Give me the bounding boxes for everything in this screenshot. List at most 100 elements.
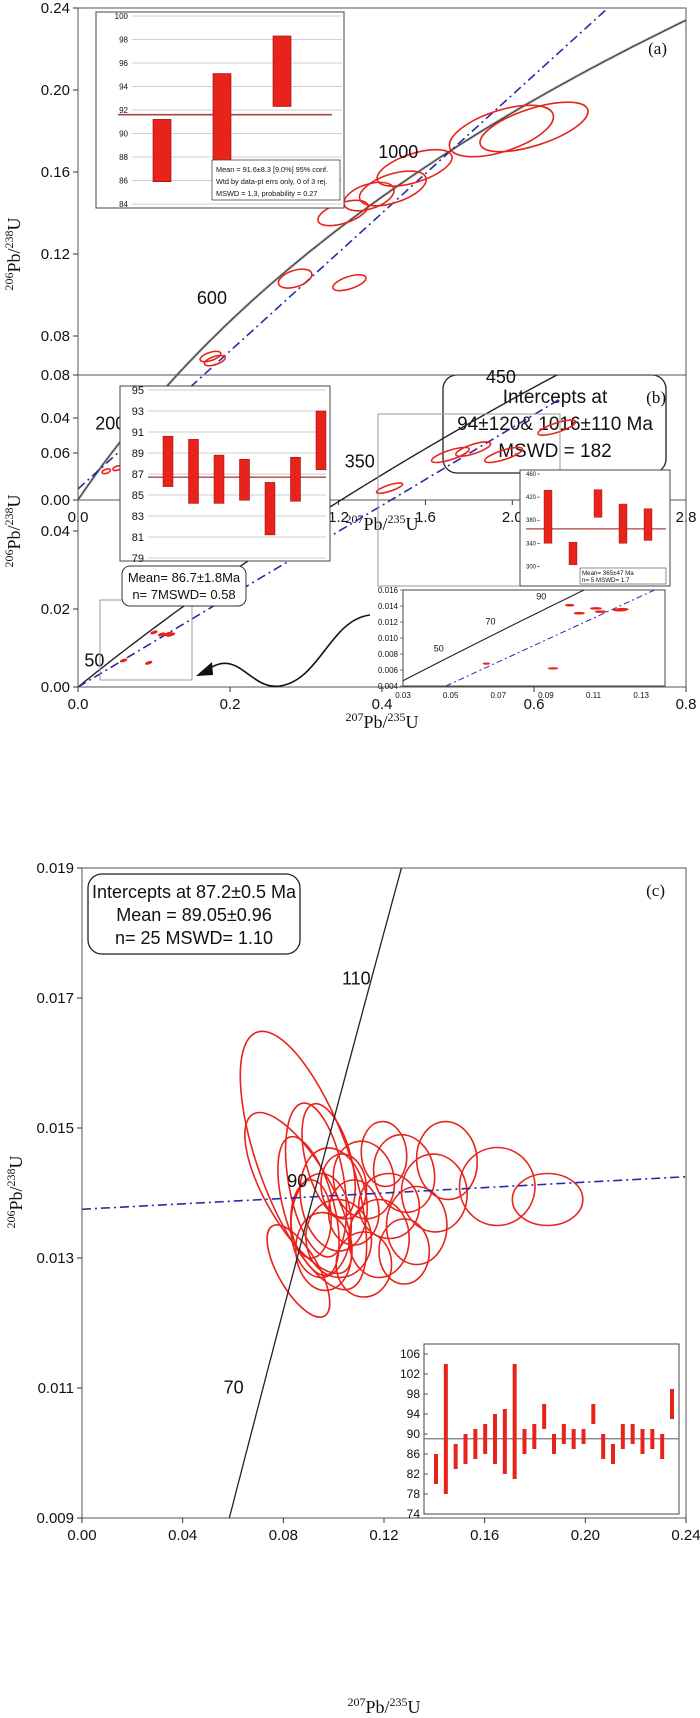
panel-b-inset-right-stats-1: Mean= 365±47 Ma <box>582 570 634 577</box>
inset-tick-label: 91 <box>132 427 144 439</box>
panel-c-label: (c) <box>646 881 665 900</box>
panel-a-label: (a) <box>648 39 667 58</box>
zoom-ellipse <box>482 662 491 665</box>
data-ellipse <box>479 101 589 153</box>
zoom-y-tick-label: 0.014 <box>378 602 399 611</box>
zoom-age-label: 70 <box>486 617 496 627</box>
data-ellipse <box>150 630 158 635</box>
inset-bar <box>522 1429 527 1454</box>
x-tick-label: 0.24 <box>671 1527 700 1544</box>
inset-tick-label: 96 <box>119 59 128 68</box>
panel-a-intercept-line1: Intercepts at <box>503 387 608 408</box>
y-tick-label: 0.019 <box>36 860 74 877</box>
inset-bar <box>581 1429 586 1444</box>
data-ellipse <box>101 468 112 475</box>
inset-bar <box>601 1434 606 1459</box>
panel-c-x-ticks: 0.00 0.04 0.08 0.12 0.16 0.20 0.24 <box>67 1518 700 1544</box>
data-ellipse <box>343 181 395 212</box>
inset-tick-label: 90 <box>119 130 128 139</box>
panel-c-inset-frame <box>423 1343 680 1515</box>
x-tick-label: 0.8 <box>676 696 697 713</box>
data-ellipse <box>199 350 222 363</box>
panel-a-y-label: 206Pb/238U <box>2 217 24 290</box>
svg-text:206Pb/238U: 206Pb/238U <box>4 1155 26 1228</box>
panel-a-inset-stats-3: MSWD = 1.3, probability = 0.27 <box>216 189 317 198</box>
inset-tick-label: 98 <box>407 1387 421 1401</box>
data-ellipse <box>327 1179 380 1246</box>
data-ellipse <box>378 1218 431 1285</box>
zoom-x-tick-label: 0.13 <box>633 691 649 700</box>
inset-bar <box>212 73 232 168</box>
inset-tick-label: 87 <box>132 469 144 481</box>
data-ellipse <box>290 1179 332 1259</box>
data-ellipse <box>358 170 427 207</box>
age-label: 200 <box>95 413 125 433</box>
panel-c-intercept-line3: n= 25 MSWD= 1.10 <box>115 928 273 948</box>
y-tick-label: 0.00 <box>41 492 70 509</box>
panel-b-inset-right-stats-2: n= 5 MSWD= 1.7 <box>582 577 630 584</box>
panel-a-intercept-line2: 94±120& 1016±110 Ma <box>457 414 653 435</box>
inset-tick-label: 86 <box>119 177 128 186</box>
panel-a-intercept-line3: MSWD = 182 <box>498 441 612 462</box>
inset-bar <box>502 1409 507 1474</box>
panel-a-inset: 84 86 88 90 92 94 96 98 100 Mean = 91.6±8.3 [9.0… <box>95 11 345 209</box>
inset-bar <box>643 508 653 541</box>
panel-a: 0.00.40.81.21.62.02.42.8 0.000.040.080.1… <box>2 0 696 534</box>
inset-tick-label: 98 <box>119 36 128 45</box>
y-tick-label: 0.017 <box>36 990 74 1007</box>
panel-b-y-label: 206Pb/238U <box>2 494 24 567</box>
inset-tick-label: 94 <box>407 1407 421 1421</box>
zoom-ellipse <box>615 607 629 611</box>
panel-a-x-label: 207Pb/235U <box>345 512 418 534</box>
x-tick-label: 0.08 <box>269 1527 298 1544</box>
panel-c-concordia <box>228 868 403 1518</box>
inset-bar <box>591 1404 596 1424</box>
data-ellipse <box>284 1102 348 1258</box>
inset-tick-label: 82 <box>407 1467 421 1481</box>
data-ellipse <box>454 441 492 458</box>
data-ellipse <box>375 482 404 495</box>
panel-a-age-labels: 200 600 1000 <box>95 142 418 433</box>
panel-c-intercept-line1: Intercepts at 87.2±0.5 Ma <box>92 882 297 902</box>
inset-bar <box>552 1434 556 1454</box>
data-ellipse <box>430 446 471 464</box>
x-tick-label: 0.00 <box>67 1527 96 1544</box>
age-label: 110 <box>342 968 371 988</box>
zoom-y-tick-label: 0.006 <box>378 666 399 675</box>
data-ellipse <box>332 1140 396 1220</box>
discordia-line <box>82 1175 686 1211</box>
data-ellipse <box>360 1120 408 1188</box>
panel-c-inset-ticks: 74 78 82 86 90 94 98 102 106 <box>400 1347 679 1521</box>
inset-bar <box>162 435 174 487</box>
zoom-lines <box>403 590 656 686</box>
age-label: 350 <box>345 451 375 471</box>
panel-a-inset-stats-box <box>211 159 341 201</box>
age-label: 70 <box>224 1377 244 1397</box>
zoom-ellipse <box>589 607 602 610</box>
panel-b-y-ticks: 0.00 0.02 0.04 0.06 0.08 <box>41 367 78 696</box>
zoom-x-tick-label: 0.09 <box>538 691 554 700</box>
panel-b-inset-right: 300 340 380 420 460 Mean= 365±47 Ma n= 5 MSW… <box>519 469 671 587</box>
data-ellipse <box>483 446 524 464</box>
inset-bar <box>453 1444 458 1469</box>
inset-bar <box>264 482 276 536</box>
zoom-y-tick-label: 0.016 <box>378 586 399 595</box>
inset-bar <box>650 1429 655 1449</box>
inset-bar <box>434 1454 438 1484</box>
inset-tick-label: 420 <box>526 495 537 501</box>
data-ellipse <box>448 104 555 158</box>
panel-b-x-ticks: 0.0 0.2 0.4 0.6 0.8 <box>68 687 697 713</box>
data-ellipse <box>119 658 128 663</box>
zoom-concordia <box>403 590 586 682</box>
inset-tick-label: 380 <box>526 518 537 524</box>
y-tick-label: 0.24 <box>41 0 70 17</box>
y-tick-label: 0.20 <box>41 82 70 99</box>
x-tick-label: 0.0 <box>68 696 89 713</box>
panel-a-y-ticks: 0.00 0.04 0.08 0.12 0.16 0.20 0.24 <box>41 0 78 509</box>
inset-bar <box>152 119 172 182</box>
data-ellipse <box>239 1030 368 1291</box>
panel-b-inset-left-stats-1: Mean= 86.7±1.8Ma <box>128 570 241 585</box>
panel-b-inset-right-stats-box <box>579 567 667 585</box>
panel-b: 0.0 0.2 0.4 0.6 0.8 0.00 0.02 0.04 0.06 0.08 50 1… <box>2 367 697 732</box>
inset-bar <box>670 1389 674 1419</box>
